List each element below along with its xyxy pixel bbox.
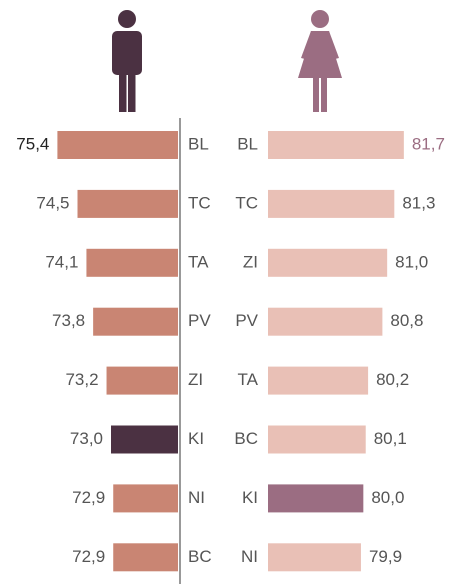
category-label: NI — [241, 547, 258, 566]
value-label: 74,1 — [45, 252, 78, 271]
value-label: 75,4 — [16, 134, 49, 153]
category-label: ZI — [188, 370, 203, 389]
value-label: 72,9 — [72, 488, 105, 507]
value-label: 73,2 — [65, 370, 98, 389]
value-label: 81,7 — [412, 134, 445, 153]
bar — [268, 484, 364, 513]
value-label: 73,0 — [70, 429, 103, 448]
value-label: 79,9 — [369, 547, 402, 566]
category-label: TC — [188, 193, 211, 212]
bar — [268, 366, 369, 395]
category-label: TA — [238, 370, 259, 389]
category-label: TA — [188, 252, 209, 271]
category-label: NI — [188, 488, 205, 507]
value-label: 80,1 — [374, 429, 407, 448]
category-label: KI — [242, 488, 258, 507]
female-icon — [298, 10, 342, 112]
value-label: 74,5 — [36, 193, 69, 212]
bar — [268, 248, 388, 277]
bar — [77, 189, 178, 218]
bar — [113, 543, 178, 572]
bar — [268, 543, 361, 572]
bar — [93, 307, 178, 336]
category-label: BC — [188, 547, 212, 566]
bar — [111, 425, 178, 454]
bar — [86, 248, 178, 277]
category-label: BL — [188, 134, 209, 153]
value-label: 81,0 — [395, 252, 428, 271]
bar — [57, 131, 178, 159]
bar — [268, 425, 366, 454]
value-label: 73,8 — [52, 311, 85, 330]
value-label: 80,8 — [390, 311, 423, 330]
value-label: 72,9 — [72, 547, 105, 566]
category-label: TC — [235, 193, 258, 212]
male-icon — [112, 10, 142, 112]
category-label: PV — [235, 311, 258, 330]
bar — [268, 307, 383, 336]
bar — [113, 484, 178, 513]
category-label: BC — [234, 429, 258, 448]
category-label: ZI — [243, 252, 258, 271]
category-label: BL — [237, 134, 258, 153]
value-label: 80,2 — [376, 370, 409, 389]
category-label: KI — [188, 429, 204, 448]
value-label: 81,3 — [402, 193, 435, 212]
bar — [106, 366, 178, 395]
bar — [268, 189, 395, 218]
category-label: PV — [188, 311, 211, 330]
value-label: 80,0 — [371, 488, 404, 507]
bar — [268, 131, 404, 159]
